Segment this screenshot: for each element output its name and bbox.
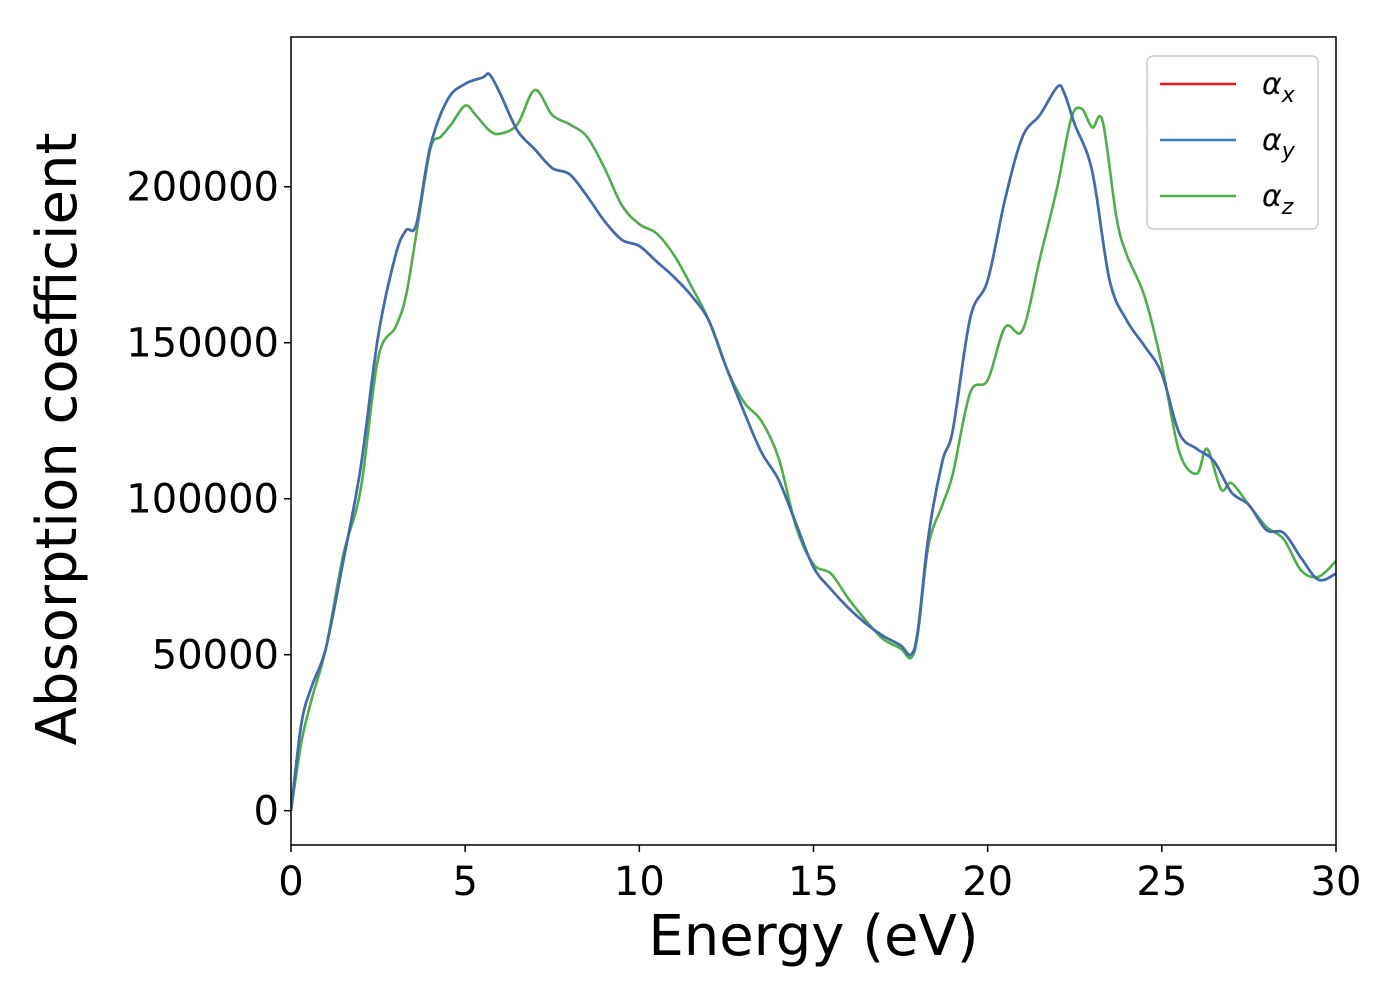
x-tick-label: 15: [788, 859, 839, 905]
y-tick-label: 0: [254, 789, 279, 835]
y-tick-label: 200000: [126, 165, 279, 211]
y-tick-label: 50000: [152, 633, 279, 679]
axis-ticks: 0 5 10 15 20 25 30 0 50000 100000 150000 200000: [126, 165, 1361, 905]
x-axis-title: Energy (eV): [648, 904, 978, 969]
x-tick-label: 25: [1136, 859, 1187, 905]
x-tick-label: 0: [278, 859, 303, 905]
x-tick-label: 10: [614, 859, 665, 905]
series-line-alpha-y: [291, 72, 1336, 811]
legend-label: αy: [1262, 123, 1296, 164]
plot-area: [291, 72, 1336, 811]
y-tick-label: 100000: [126, 477, 279, 523]
legend-label: αx: [1262, 67, 1296, 108]
series-line-alpha-z: [291, 88, 1336, 811]
y-tick-label: 150000: [126, 321, 279, 367]
x-tick-label: 5: [452, 859, 477, 905]
x-tick-label: 30: [1311, 859, 1362, 905]
y-axis-title: Absorption coefficient: [25, 133, 90, 746]
legend-box: [1146, 55, 1319, 230]
x-tick-label: 20: [962, 859, 1013, 905]
